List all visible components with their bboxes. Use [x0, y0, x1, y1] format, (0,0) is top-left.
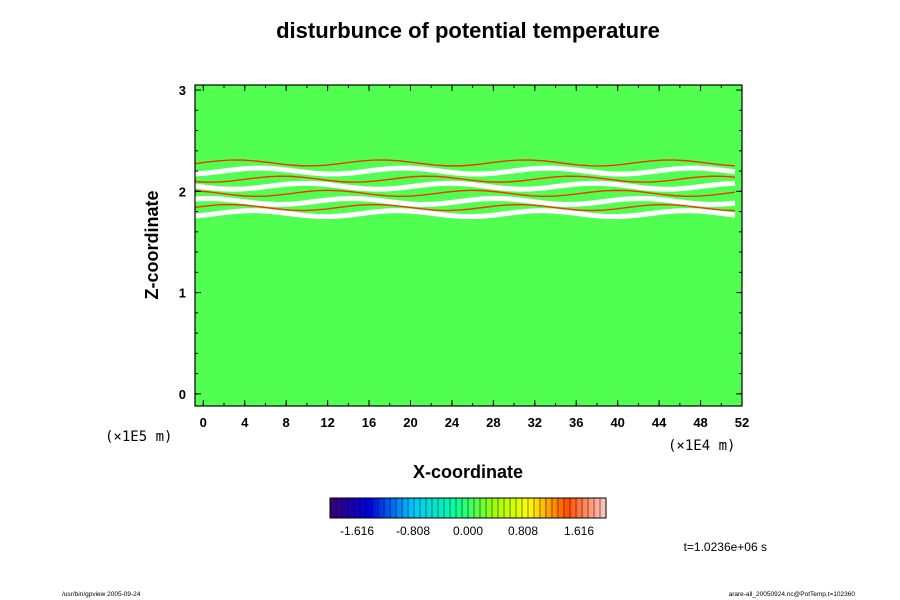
x-tick-label: 52 [735, 415, 749, 430]
x-axis-label: X-coordinate [413, 462, 523, 482]
x-tick-label: 12 [320, 415, 334, 430]
x-tick-label: 24 [445, 415, 460, 430]
colorbar-label: -1.616 [340, 524, 374, 538]
streak [195, 208, 736, 220]
streak [195, 195, 736, 207]
x-tick-label: 4 [241, 415, 249, 430]
x-tick-labels: 0 4 8 12 16 20 24 28 32 36 40 44 48 52 [200, 415, 750, 430]
streak [195, 189, 736, 198]
heatmap-field [195, 85, 742, 406]
colorbar-label: -0.808 [396, 524, 430, 538]
x-tick-label: 36 [569, 415, 583, 430]
plot-frame [194, 84, 743, 407]
footer-right: arare-all_20050924.nc@PotTemp,t=102360 [729, 591, 856, 598]
y-axis-label: Z-coordinate [142, 190, 162, 299]
y-tick-label: 2 [179, 184, 186, 199]
x-tick-label: 28 [486, 415, 500, 430]
x-tick-label: 16 [362, 415, 376, 430]
y-tick-label: 1 [179, 286, 186, 301]
colorbar-label: 0.000 [453, 524, 483, 538]
colorbar-label: 0.808 [508, 524, 538, 538]
y-tick-label: 3 [179, 83, 186, 98]
y-tick-labels: 0 1 2 3 [179, 83, 186, 402]
streak [195, 175, 736, 183]
streak [195, 180, 736, 192]
x-unit-label: (×1E4 m) [668, 438, 735, 454]
colorbar-labels: -1.616 -0.808 0.000 0.808 1.616 [340, 524, 594, 538]
axis-ticks [195, 85, 743, 406]
y-unit-label: (×1E5 m) [105, 429, 172, 445]
streak [195, 165, 736, 177]
footer-left: /usr/bin/gpview 2005-09-24 [62, 591, 141, 598]
chart-title: disturbunce of potential temperature [276, 18, 660, 43]
x-tick-label: 48 [693, 415, 707, 430]
time-label: t=1.0236e+06 s [684, 540, 767, 554]
streak [195, 159, 736, 167]
x-tick-label: 20 [403, 415, 417, 430]
x-tick-label: 40 [610, 415, 624, 430]
x-tick-label: 8 [283, 415, 290, 430]
y-tick-label: 0 [179, 387, 186, 402]
colorbar-label: 1.616 [564, 524, 594, 538]
x-tick-label: 0 [200, 415, 207, 430]
x-tick-label: 44 [652, 415, 667, 430]
x-tick-label: 32 [528, 415, 542, 430]
colorbar-stripes [329, 498, 607, 518]
streak [195, 203, 736, 212]
